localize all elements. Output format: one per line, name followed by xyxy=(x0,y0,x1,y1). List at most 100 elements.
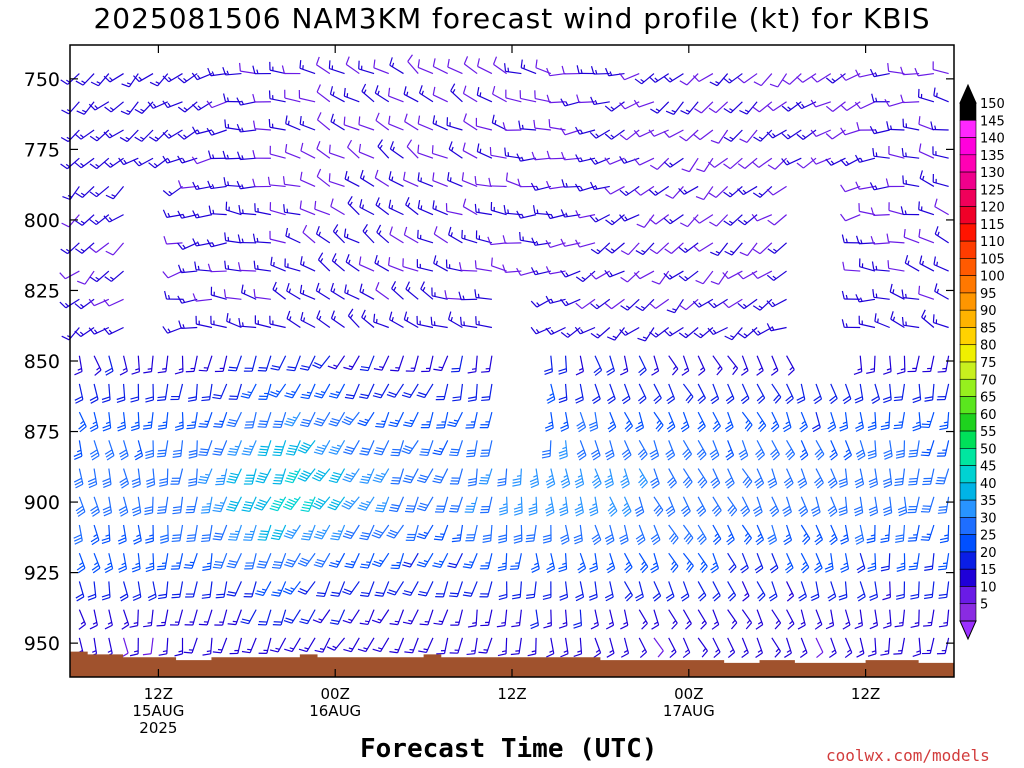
wind-barb xyxy=(492,56,507,75)
barb-staff xyxy=(549,72,566,77)
barb-staff xyxy=(270,153,286,159)
barb-flag xyxy=(102,480,111,486)
barb-flag xyxy=(481,396,490,399)
barb-half-flag xyxy=(80,303,85,308)
barb-half-flag xyxy=(318,231,321,236)
wind-barb xyxy=(298,89,316,103)
barb-staff xyxy=(316,64,331,75)
wind-barb xyxy=(212,553,228,569)
barb-flag xyxy=(815,539,823,546)
barb-staff xyxy=(671,242,684,254)
wind-barb xyxy=(668,552,679,573)
barb-flag xyxy=(405,197,410,206)
barb-half-flag xyxy=(550,213,554,219)
barb-flag xyxy=(621,480,629,486)
wind-barb xyxy=(192,181,213,191)
barb-flag xyxy=(405,474,414,479)
barb-flag xyxy=(286,530,296,534)
barb-flag xyxy=(297,562,306,567)
barb-half-flag xyxy=(332,288,336,293)
wind-barb xyxy=(119,581,129,602)
barb-flag xyxy=(575,126,581,135)
barb-half-flag xyxy=(608,621,614,625)
barb-half-flag xyxy=(870,368,875,371)
barb-flag xyxy=(260,445,269,448)
barb-flag xyxy=(685,623,692,630)
barb-flag xyxy=(188,477,197,481)
wind-barb xyxy=(589,214,611,223)
barb-flag xyxy=(492,56,498,65)
wind-barb xyxy=(474,203,492,216)
barb-flag xyxy=(452,537,461,540)
barb-half-flag xyxy=(211,130,215,135)
barb-staff xyxy=(476,125,493,131)
barb-flag xyxy=(105,370,114,376)
barb-flag xyxy=(416,535,425,540)
barb-half-flag xyxy=(211,184,215,189)
wind-barb xyxy=(666,298,684,314)
wind-barb xyxy=(284,89,301,103)
barb-flag xyxy=(444,290,448,299)
barb-flag xyxy=(462,142,466,151)
barb-half-flag xyxy=(420,205,423,210)
barb-half-flag xyxy=(288,288,292,293)
barb-staff xyxy=(432,180,448,187)
barb-flag xyxy=(797,477,805,484)
barb-staff xyxy=(505,97,522,103)
barb-half-flag xyxy=(377,202,381,208)
wind-barb xyxy=(312,355,331,369)
barb-flag xyxy=(183,651,193,654)
barb-flag xyxy=(560,298,567,307)
barb-half-flag xyxy=(80,192,85,196)
barb-flag xyxy=(252,120,256,129)
barb-flag xyxy=(373,452,382,456)
wind-barb xyxy=(170,609,184,626)
wind-barb xyxy=(530,609,539,630)
barb-flag xyxy=(546,395,555,401)
wind-barb xyxy=(502,235,522,244)
barb-flag xyxy=(867,565,876,570)
barb-flag xyxy=(285,617,294,622)
barb-staff xyxy=(774,157,787,170)
wind-barb xyxy=(866,524,876,544)
barb-half-flag xyxy=(594,159,599,164)
wind-barb xyxy=(192,126,213,135)
barb-flag xyxy=(513,534,522,538)
barb-flag xyxy=(227,506,236,509)
barb-flag xyxy=(78,623,86,630)
barb-half-flag xyxy=(182,268,185,273)
barb-flag xyxy=(700,481,708,489)
wind-barb xyxy=(195,315,213,329)
barb-flag xyxy=(377,139,383,147)
barb-flag xyxy=(301,538,310,541)
barb-flag xyxy=(924,593,933,597)
barb-staff xyxy=(462,150,478,159)
wind-barb xyxy=(389,57,404,75)
barb-flag xyxy=(260,530,269,533)
wind-barb xyxy=(737,73,758,84)
barb-flag xyxy=(560,331,569,338)
barb-flag xyxy=(520,59,523,68)
barb-flag xyxy=(213,507,222,510)
barb-flag xyxy=(332,224,339,232)
barb-half-flag xyxy=(743,367,748,371)
barb-flag xyxy=(432,452,441,456)
wind-barb xyxy=(316,310,331,328)
wind-barb xyxy=(678,327,699,339)
barb-flag xyxy=(652,483,660,489)
barb-flag xyxy=(192,238,197,247)
barb-half-flag xyxy=(421,90,424,95)
barb-half-flag xyxy=(943,421,949,424)
barb-flag xyxy=(663,161,671,168)
barb-flag xyxy=(604,269,611,278)
wind-barb xyxy=(226,552,242,569)
wind-barb xyxy=(270,256,286,272)
wind-barb xyxy=(313,440,331,455)
barb-staff xyxy=(639,270,655,280)
barb-flag xyxy=(403,226,408,236)
barb-half-flag xyxy=(409,419,414,422)
barb-flag xyxy=(560,209,566,218)
barb-half-flag xyxy=(451,146,454,152)
wind-barb xyxy=(545,295,566,304)
barb-flag xyxy=(883,449,892,454)
